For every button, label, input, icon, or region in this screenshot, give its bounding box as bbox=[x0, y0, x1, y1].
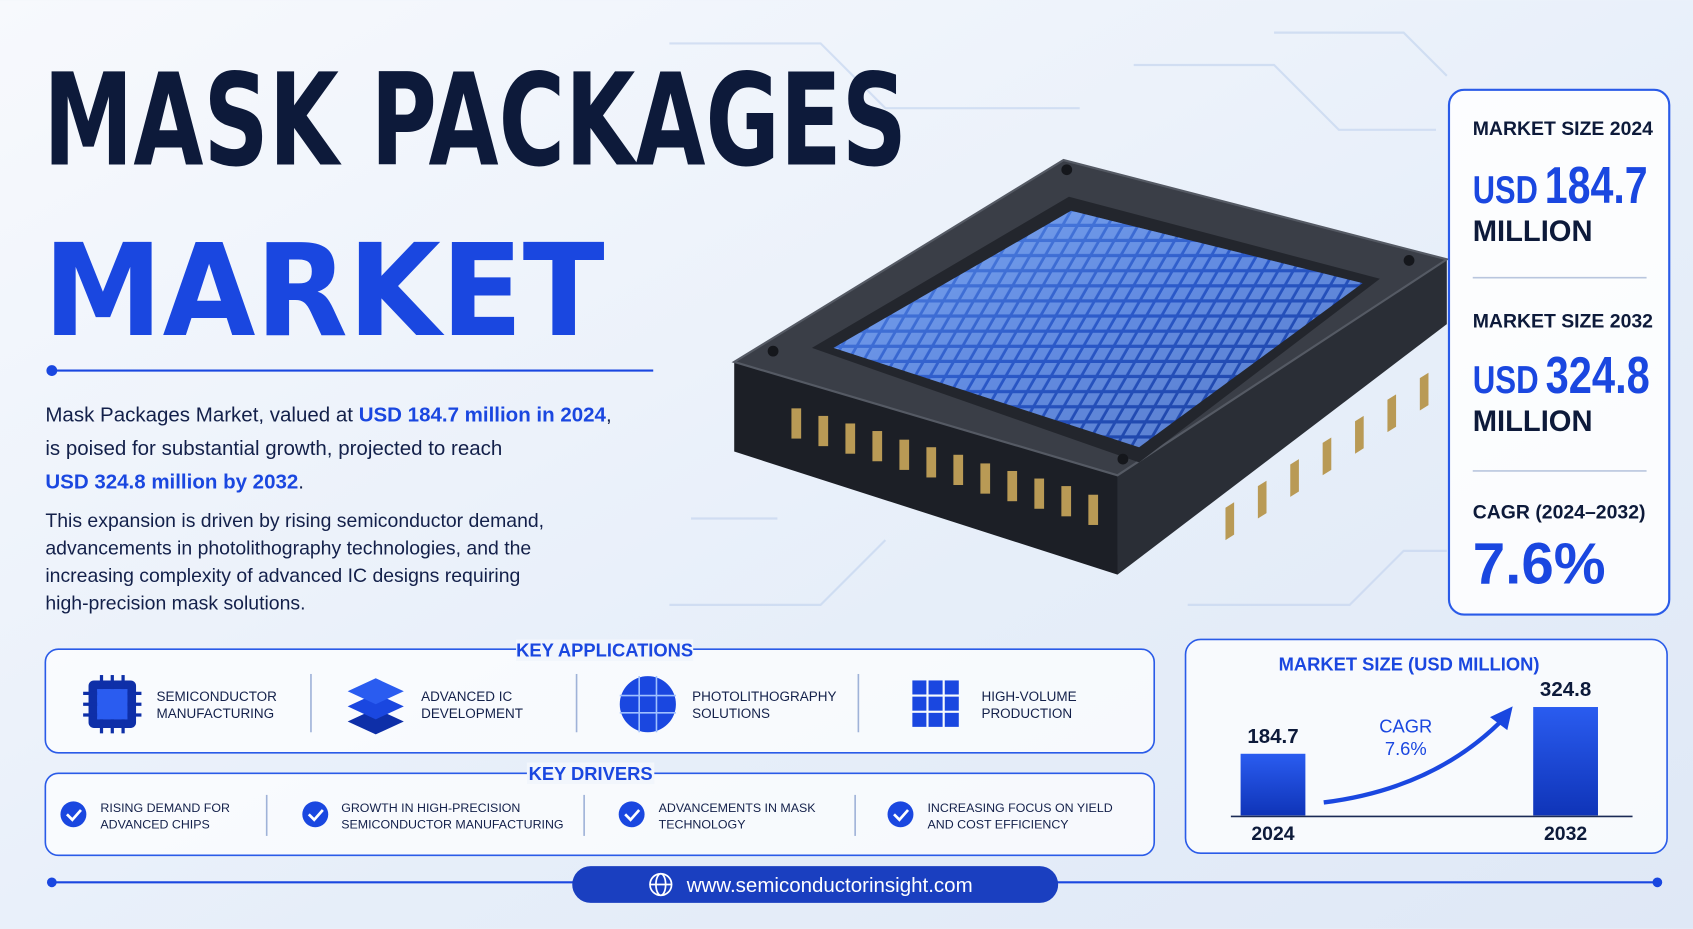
title-rule-dot bbox=[46, 365, 58, 376]
cagr-value: 7.6% bbox=[1473, 531, 1606, 596]
intro-line: USD 324.8 million by 2032. bbox=[45, 470, 304, 493]
x-tick-label: 2032 bbox=[1544, 823, 1587, 845]
heading-backdrop bbox=[526, 762, 655, 785]
chart-annotation: 7.6% bbox=[1385, 738, 1427, 759]
intro-text: is poised for substantial growth, projec… bbox=[45, 437, 502, 460]
driver-text: RISING DEMAND FOR bbox=[100, 801, 230, 815]
growth-arrow bbox=[1323, 715, 1507, 805]
title-line-1: MASK PACKAGES bbox=[43, 47, 907, 195]
intro-text: Mask Packages Market, valued at bbox=[45, 403, 358, 426]
value-label: 324.8 bbox=[1540, 678, 1591, 701]
chart-annotation: CAGR bbox=[1379, 715, 1432, 736]
stat-label: MARKET SIZE 2024 bbox=[1473, 118, 1653, 140]
globe-icon bbox=[649, 872, 673, 897]
cagr-label: CAGR (2024–2032) bbox=[1473, 501, 1646, 523]
driver-text: GROWTH IN HIGH-PRECISION bbox=[341, 801, 520, 815]
chart-title: MARKET SIZE (USD MILLION) bbox=[1279, 654, 1540, 675]
intro-highlight: USD 324.8 million by 2032 bbox=[45, 470, 298, 493]
description-line: advancements in photolithography technol… bbox=[45, 538, 531, 560]
chip-illustration bbox=[731, 158, 1450, 575]
application-text: PHOTOLITHOGRAPHY bbox=[692, 689, 836, 704]
driver-text: SEMICONDUCTOR MANUFACTURING bbox=[341, 817, 563, 831]
stat-number: 324.8 bbox=[1546, 346, 1650, 404]
stat-currency: USD bbox=[1473, 169, 1538, 212]
intro-text: . bbox=[298, 470, 304, 493]
intro-text: , bbox=[606, 403, 612, 426]
stats-panel bbox=[1447, 88, 1671, 616]
description-line: This expansion is driven by rising semic… bbox=[45, 510, 544, 532]
intro: Mask Packages Market, valued at USD 184.… bbox=[45, 403, 611, 493]
bar bbox=[1533, 707, 1598, 816]
application-text: HIGH-VOLUME bbox=[981, 689, 1076, 704]
bar bbox=[1240, 753, 1306, 816]
driver-dividers bbox=[265, 794, 856, 836]
url-pill[interactable] bbox=[572, 866, 1059, 903]
circuit-lines bbox=[669, 31, 1448, 606]
driver-text: INCREASING FOCUS ON YIELD bbox=[927, 801, 1112, 815]
bars: 184.7 2024 324.8 2032 bbox=[1240, 678, 1598, 845]
stat-value: USD324.8 bbox=[1473, 346, 1650, 404]
application-text: SEMICONDUCTOR bbox=[157, 689, 278, 704]
x-tick-label: 2024 bbox=[1251, 823, 1294, 845]
growth-arrowhead bbox=[1490, 706, 1513, 731]
driver-text: AND COST EFFICIENCY bbox=[927, 817, 1068, 831]
footer-dot bbox=[46, 877, 57, 888]
intro-line: Mask Packages Market, valued at USD 184.… bbox=[45, 403, 611, 426]
application-text: DEVELOPMENT bbox=[421, 706, 523, 721]
application-text: ADVANCED IC bbox=[421, 689, 512, 704]
application-text: PRODUCTION bbox=[981, 706, 1072, 721]
stat-currency: USD bbox=[1473, 359, 1539, 402]
intro-highlight: USD 184.7 million in 2024 bbox=[359, 403, 607, 426]
footer-dot bbox=[1652, 877, 1663, 888]
stat-number: 184.7 bbox=[1545, 156, 1648, 214]
driver-text: ADVANCED CHIPS bbox=[100, 817, 209, 831]
stat-label: MARKET SIZE 2032 bbox=[1473, 310, 1653, 332]
driver-text: TECHNOLOGY bbox=[659, 817, 746, 831]
description: This expansion is driven by rising semic… bbox=[45, 510, 544, 615]
driver-text: ADVANCEMENTS IN MASK bbox=[659, 801, 817, 815]
application-text: SOLUTIONS bbox=[692, 706, 770, 721]
url[interactable]: www.semiconductorinsight.com bbox=[686, 874, 973, 897]
intro-line: is poised for substantial growth, projec… bbox=[45, 437, 502, 460]
value-label: 184.7 bbox=[1247, 725, 1298, 748]
description-line: increasing complexity of advanced IC des… bbox=[45, 565, 520, 587]
applications-heading: KEY APPLICATIONS bbox=[516, 640, 693, 661]
heading-backdrop bbox=[516, 639, 694, 662]
title-line-2: MARKET bbox=[43, 218, 605, 366]
drivers-heading: KEY DRIVERS bbox=[529, 763, 653, 784]
driver-checks bbox=[60, 801, 914, 828]
stat-value: USD184.7 bbox=[1473, 156, 1648, 214]
stat-unit: MILLION bbox=[1473, 216, 1593, 248]
stat-unit: MILLION bbox=[1473, 406, 1593, 438]
description-line: high-precision mask solutions. bbox=[45, 593, 305, 615]
application-text: MANUFACTURING bbox=[157, 706, 275, 721]
application-dividers bbox=[310, 673, 860, 733]
